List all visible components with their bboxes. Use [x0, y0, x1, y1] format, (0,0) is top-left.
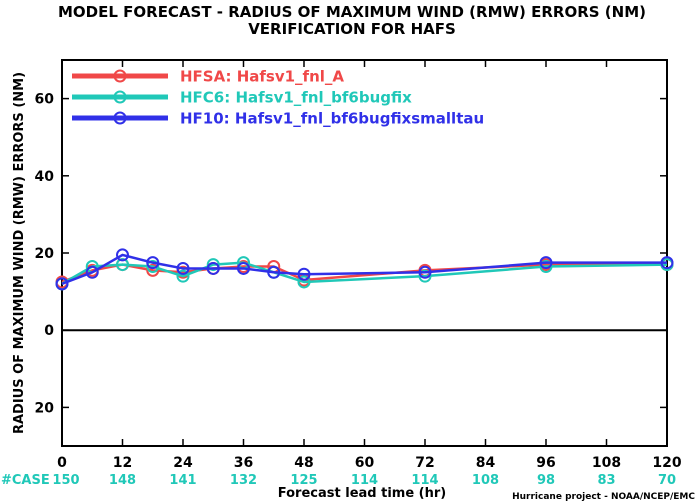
- legend-swatch-marker: [113, 111, 127, 125]
- data-point: [660, 256, 674, 270]
- data-point: [176, 265, 190, 279]
- x-tick-label: 48: [294, 455, 313, 471]
- legend-item: HFC6: Hafsv1_fnl_bf6bugfix: [72, 89, 412, 107]
- legend-swatch-marker: [113, 69, 127, 83]
- case-count-value: 70: [658, 473, 676, 488]
- x-tick-label: 96: [536, 455, 555, 471]
- legend-label: HFC6: Hafsv1_fnl_bf6bugfix: [180, 89, 412, 107]
- legend: HFSA: Hafsv1_fnl_A HFC6: Hafsv1_fnl_bf6bu…: [72, 68, 484, 128]
- data-point: [176, 269, 190, 283]
- chart-title: MODEL FORECAST - RADIUS OF MAXIMUM WIND …: [58, 3, 646, 21]
- y-tick-label: 40: [35, 169, 55, 185]
- x-tick-label: 36: [234, 455, 253, 471]
- x-tick-label: 0: [57, 455, 67, 471]
- legend-swatch-marker: [113, 90, 127, 104]
- data-point: [297, 275, 311, 289]
- y-tick-label: 20: [35, 400, 55, 416]
- axis-ticks: 20 0 20 40 60 0 12 24 36 48 60 72 84 96 108 120: [35, 60, 682, 471]
- case-count-value: 125: [290, 473, 317, 488]
- data-point: [418, 265, 432, 279]
- legend-item: HFSA: Hafsv1_fnl_A: [72, 68, 344, 86]
- x-axis-label: Forecast lead time (hr): [278, 486, 446, 501]
- credit-text: Hurricane project - NOAA/NCEP/EMC: [512, 492, 695, 502]
- case-count-value: 132: [230, 473, 257, 488]
- data-point: [146, 263, 160, 277]
- data-point: [85, 265, 99, 279]
- y-tick-label: 0: [44, 323, 54, 339]
- legend-item: HF10: Hafsv1_fnl_bf6bugfixsmalltau: [72, 110, 484, 128]
- legend-label: HFSA: Hafsv1_fnl_A: [180, 68, 344, 86]
- case-count-value: 141: [169, 473, 196, 488]
- case-count-value: 114: [411, 473, 438, 488]
- case-count-value: 114: [351, 473, 378, 488]
- legend-label: HF10: Hafsv1_fnl_bf6bugfixsmalltau: [180, 110, 484, 128]
- data-point: [116, 258, 129, 272]
- case-count-value: 148: [109, 473, 136, 488]
- chart-subtitle: VERIFICATION FOR HAFS: [248, 20, 456, 38]
- x-tick-label: 84: [476, 455, 496, 471]
- data-point: [206, 258, 220, 272]
- data-point: [237, 261, 250, 275]
- x-tick-label: 120: [652, 455, 681, 471]
- x-tick-label: 12: [113, 455, 132, 471]
- y-tick-label: 60: [35, 92, 55, 108]
- data-point: [539, 256, 553, 270]
- x-tick-label: 72: [415, 455, 434, 471]
- x-tick-label: 60: [355, 455, 375, 471]
- data-point: [55, 277, 69, 291]
- data-point: [146, 260, 160, 274]
- y-axis-label: RADIUS OF MAXIMUM WIND (RMW) ERRORS (NM): [12, 72, 27, 434]
- y-tick-label: 20: [35, 246, 55, 262]
- case-count-label: #CASE: [1, 473, 50, 488]
- series-group: [55, 248, 674, 291]
- case-counts: #CASE 150 148 141 132 125 114 114 108 98 83 70: [1, 473, 676, 488]
- data-point: [176, 261, 190, 275]
- data-point: [297, 267, 311, 281]
- case-count-value: 108: [472, 473, 499, 488]
- x-tick-label: 24: [173, 455, 193, 471]
- data-point: [206, 261, 220, 275]
- data-point: [146, 256, 160, 270]
- case-count-value: 83: [597, 473, 615, 488]
- x-tick-label: 108: [592, 455, 621, 471]
- series-3: [55, 248, 674, 291]
- data-point: [116, 248, 129, 262]
- case-count-value: 98: [537, 473, 555, 488]
- data-point: [267, 265, 281, 279]
- case-count-value: 150: [52, 473, 79, 488]
- data-point: [539, 260, 553, 274]
- data-point: [418, 269, 432, 283]
